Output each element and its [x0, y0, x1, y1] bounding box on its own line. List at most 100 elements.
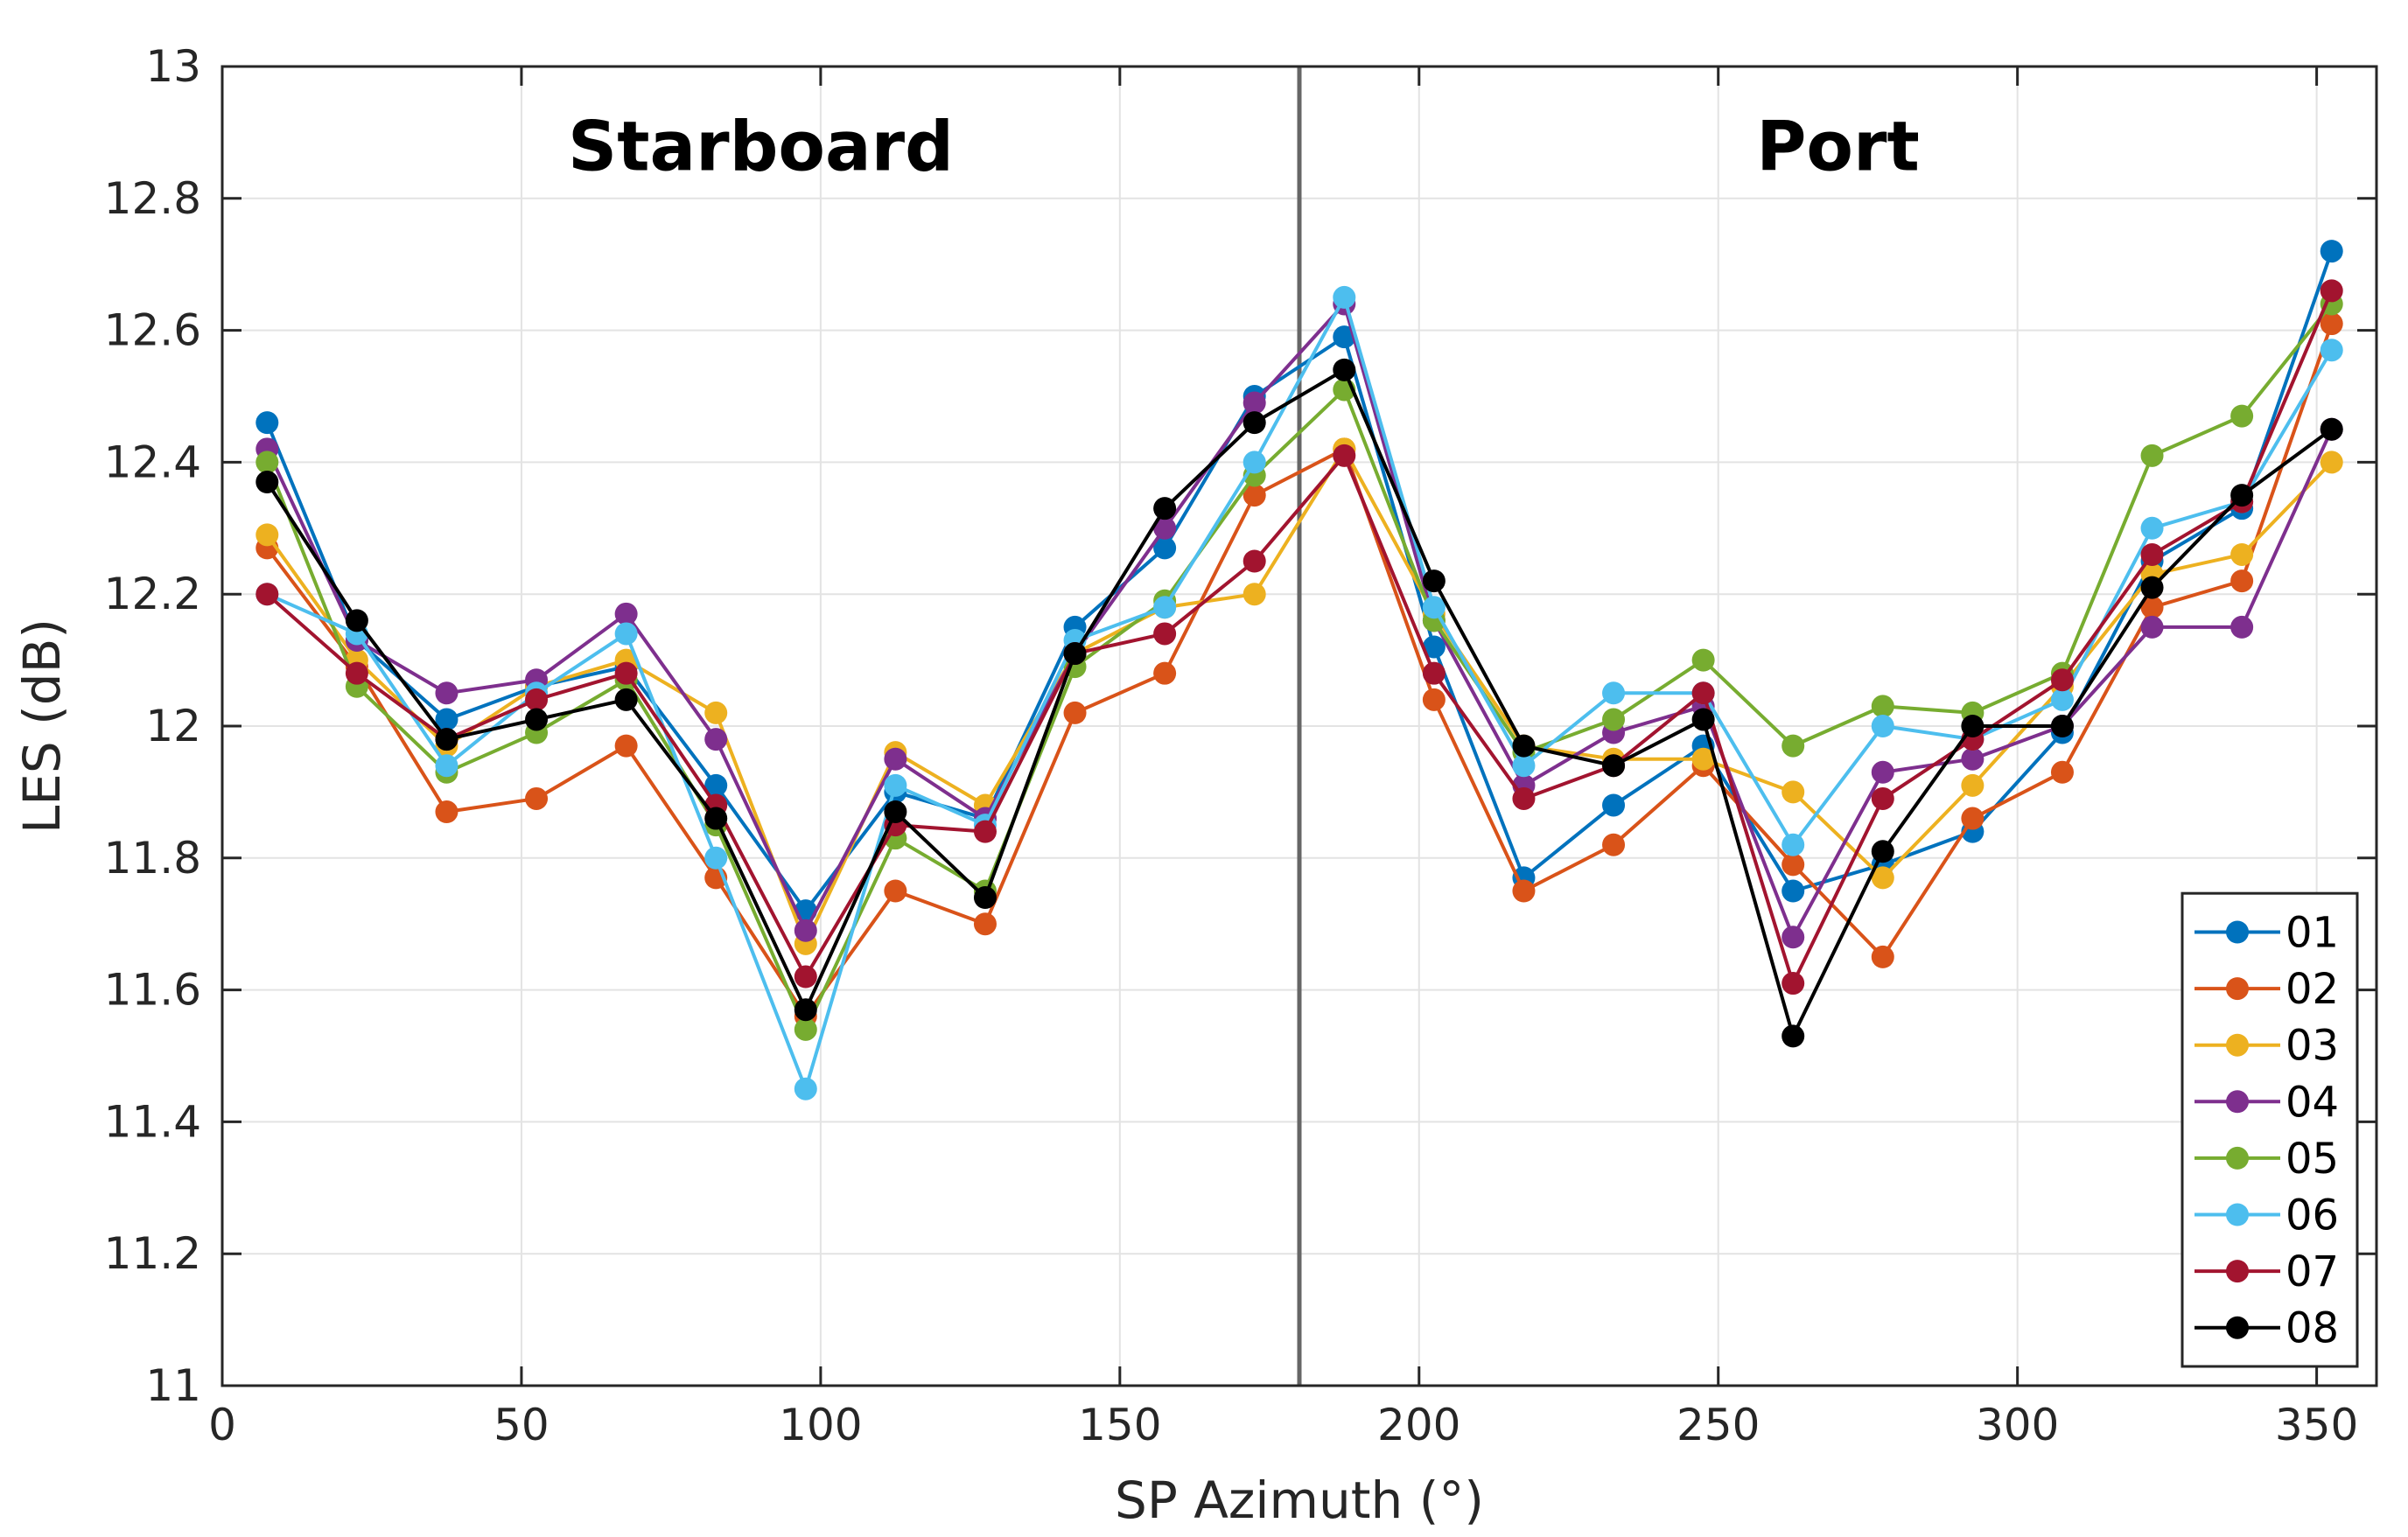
legend-box	[2180, 891, 2359, 1368]
series-line-04	[265, 302, 2334, 940]
data-point-08	[1602, 754, 1626, 778]
data-point-02	[1422, 688, 1446, 711]
data-point-01	[1153, 536, 1177, 560]
data-point-03	[1961, 773, 1984, 797]
y-tick-label: 13	[145, 41, 201, 92]
data-point-02	[2050, 760, 2074, 784]
data-point-06	[2140, 516, 2164, 540]
data-point-04	[614, 602, 638, 625]
series-line-03	[265, 447, 2334, 946]
data-point-02	[1961, 807, 1984, 830]
data-point-05	[794, 1017, 817, 1041]
data-point-01	[2320, 240, 2343, 263]
data-point-03	[1871, 866, 1894, 890]
data-point-08	[1422, 569, 1446, 593]
data-point-08	[1512, 734, 1536, 758]
data-point-05	[1602, 708, 1626, 731]
x-tick-label: 300	[1976, 1400, 2059, 1450]
data-point-01	[1782, 879, 1805, 903]
data-point-01	[435, 708, 458, 731]
data-point-02	[435, 800, 458, 824]
y-axis-label: LES (dB)	[12, 618, 72, 834]
data-point-02	[2320, 312, 2343, 336]
data-point-03	[1782, 780, 1805, 804]
data-point-08	[614, 688, 638, 711]
data-point-03	[2320, 451, 2343, 474]
data-point-07	[2050, 668, 2074, 692]
data-point-07	[1512, 786, 1536, 810]
data-point-05	[1871, 695, 1894, 718]
legend-marker	[2226, 1316, 2249, 1339]
legend-marker	[2226, 977, 2249, 1001]
y-tick-label: 11.6	[104, 965, 201, 1016]
data-point-05	[256, 451, 279, 474]
x-tick-label: 350	[2275, 1400, 2358, 1450]
data-point-01	[256, 411, 279, 435]
data-point-08	[884, 800, 907, 824]
data-point-08	[973, 886, 997, 910]
x-tick-label: 100	[779, 1400, 862, 1450]
data-point-06	[794, 1077, 817, 1100]
data-point-05	[1782, 734, 1805, 758]
y-tick-label: 12.4	[104, 437, 201, 487]
legend-marker	[2226, 1260, 2249, 1283]
legend-label: 04	[2286, 1078, 2339, 1127]
data-point-03	[1691, 747, 1715, 771]
x-tick-label: 200	[1377, 1400, 1460, 1450]
data-point-06	[704, 846, 728, 870]
series-line-06	[266, 295, 2334, 1091]
panel-title-starboard: Starboard	[568, 108, 954, 186]
data-point-07	[1422, 661, 1446, 685]
plot-frame	[220, 65, 2378, 1387]
panel-title-port: Port	[1756, 108, 1920, 186]
legend-label: 06	[2286, 1191, 2339, 1240]
data-point-03	[704, 701, 728, 724]
data-point-08	[345, 609, 368, 632]
data-point-07	[794, 965, 817, 989]
y-tick-label: 12.8	[104, 173, 201, 224]
x-tick-label: 150	[1078, 1400, 1161, 1450]
data-point-07	[256, 583, 279, 606]
legend-item-02: 02	[2194, 965, 2339, 1014]
data-point-01	[1422, 635, 1446, 659]
data-point-08	[1782, 1024, 1805, 1048]
data-point-08	[1961, 715, 1984, 737]
data-point-03	[256, 523, 279, 547]
data-point-03	[2230, 542, 2254, 566]
data-point-07	[1871, 786, 1894, 810]
legend-item-05: 05	[2194, 1135, 2339, 1184]
y-tick-label: 11.4	[104, 1096, 201, 1147]
data-point-08	[1153, 497, 1177, 520]
legend-item-01: 01	[2194, 909, 2339, 958]
x-tick-label: 50	[494, 1400, 550, 1450]
y-tick-label: 12.6	[104, 305, 201, 356]
data-point-04	[2230, 615, 2254, 639]
data-point-08	[256, 471, 279, 494]
data-point-04	[704, 728, 728, 751]
data-point-02	[1871, 945, 1894, 968]
data-point-02	[614, 734, 638, 758]
x-tick-label: 250	[1676, 1400, 1760, 1450]
data-point-07	[1242, 549, 1266, 573]
data-point-06	[1871, 715, 1894, 737]
data-point-08	[525, 708, 549, 731]
data-point-04	[1153, 516, 1177, 540]
data-point-06	[614, 622, 638, 646]
data-point-07	[614, 661, 638, 685]
y-tick-label: 11.8	[104, 833, 201, 884]
data-point-04	[1961, 747, 1984, 771]
data-point-07	[1153, 622, 1177, 646]
data-point-02	[525, 786, 549, 810]
legend-label: 08	[2286, 1304, 2339, 1353]
data-point-07	[1782, 972, 1805, 996]
data-point-01	[1333, 325, 1356, 349]
data-point-02	[1063, 701, 1087, 724]
data-point-06	[2320, 339, 2343, 362]
data-point-06	[1602, 681, 1626, 705]
data-point-04	[794, 919, 817, 942]
data-point-03	[1242, 583, 1266, 606]
data-point-02	[2140, 596, 2164, 619]
data-point-02	[1782, 853, 1805, 877]
data-point-06	[1333, 285, 1356, 309]
